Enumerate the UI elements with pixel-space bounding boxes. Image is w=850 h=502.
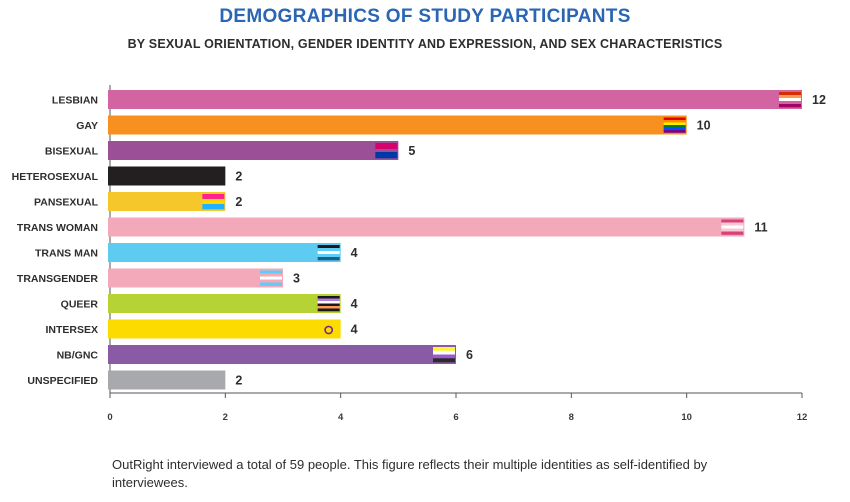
value-label: 2 bbox=[235, 170, 242, 184]
category-label: HETEROSEXUAL bbox=[12, 171, 99, 183]
flag-stripe bbox=[663, 120, 686, 123]
flag-stripe bbox=[721, 219, 744, 223]
category-label: TRANSGENDER bbox=[17, 273, 99, 285]
flag-stripe bbox=[260, 279, 282, 283]
category-label: TRANS WOMAN bbox=[17, 222, 98, 234]
category-label: GAY bbox=[76, 120, 98, 132]
bar bbox=[108, 141, 399, 160]
value-label: 11 bbox=[754, 221, 767, 235]
value-label: 4 bbox=[351, 297, 358, 311]
flag-stripe bbox=[317, 296, 340, 299]
flag-stripe bbox=[721, 228, 744, 232]
flag-stripe bbox=[663, 127, 686, 131]
flag-stripe bbox=[779, 95, 801, 99]
category-label: PANSEXUAL bbox=[34, 197, 99, 209]
x-tick-label: 10 bbox=[681, 412, 692, 423]
category-label: LESBIAN bbox=[52, 95, 98, 107]
flag-stripe bbox=[433, 358, 455, 363]
flag-stripe bbox=[779, 98, 801, 102]
value-label: 4 bbox=[351, 323, 358, 337]
flag-stripe bbox=[721, 231, 744, 235]
bar bbox=[108, 294, 341, 313]
category-label: BISEXUAL bbox=[45, 146, 99, 158]
flag-stripe bbox=[260, 270, 282, 274]
flag-stripe bbox=[779, 104, 801, 108]
x-tick-label: 6 bbox=[453, 412, 458, 423]
flag-stripe bbox=[317, 245, 340, 249]
footnote: OutRight interviewed a total of 59 peopl… bbox=[112, 457, 708, 490]
value-label: 2 bbox=[235, 374, 242, 388]
intersex-symbol bbox=[324, 325, 334, 335]
flag-stripe bbox=[375, 155, 398, 159]
flag-stripe bbox=[317, 306, 340, 309]
flag-stripe bbox=[433, 350, 455, 355]
category-label: NB/GNC bbox=[57, 350, 99, 362]
flag-stripe bbox=[433, 354, 455, 359]
flag-stripe bbox=[663, 122, 686, 126]
flag-stripe bbox=[317, 301, 340, 304]
bar bbox=[108, 268, 283, 288]
flag-stripe bbox=[721, 222, 744, 226]
flag-stripe bbox=[317, 251, 340, 255]
chart-subtitle: BY SEXUAL ORIENTATION, GENDER IDENTITY A… bbox=[127, 37, 723, 51]
flag-stripe bbox=[375, 143, 398, 147]
flag-stripe bbox=[663, 117, 686, 121]
flag-stripe bbox=[260, 273, 282, 277]
bar bbox=[108, 166, 226, 186]
flag-stripe bbox=[779, 92, 801, 96]
flag-stripe bbox=[663, 125, 686, 128]
bar bbox=[108, 370, 226, 390]
bar bbox=[108, 319, 341, 339]
flag-stripe bbox=[779, 101, 801, 105]
value-label: 2 bbox=[235, 195, 242, 209]
flag-stripe bbox=[202, 199, 225, 205]
x-tick-label: 0 bbox=[107, 412, 112, 423]
bar bbox=[108, 345, 456, 364]
flag-stripe bbox=[260, 276, 282, 280]
value-label: 6 bbox=[466, 348, 473, 362]
x-tick-label: 12 bbox=[797, 412, 808, 423]
flag-stripe bbox=[375, 149, 398, 153]
bar bbox=[108, 115, 687, 135]
flag-stripe bbox=[317, 254, 340, 258]
bar bbox=[108, 243, 341, 262]
flag-stripe bbox=[663, 130, 686, 133]
value-label: 10 bbox=[697, 119, 711, 133]
x-tick-label: 8 bbox=[569, 412, 574, 423]
flag-stripe bbox=[721, 225, 744, 229]
chart-title: DEMOGRAPHICS OF STUDY PARTICIPANTS bbox=[219, 6, 631, 27]
category-label: QUEER bbox=[61, 299, 99, 311]
category-label: UNSPECIFIED bbox=[27, 375, 98, 387]
bar bbox=[108, 217, 745, 237]
flag-stripe bbox=[317, 248, 340, 252]
flag-stripe bbox=[375, 146, 398, 150]
category-label: TRANS MAN bbox=[35, 248, 98, 260]
bar bbox=[108, 192, 226, 211]
value-label: 3 bbox=[293, 272, 300, 286]
bar bbox=[108, 90, 802, 109]
flag-stripe bbox=[202, 194, 225, 200]
value-label: 12 bbox=[812, 93, 826, 107]
value-label: 4 bbox=[351, 246, 358, 260]
flag-stripe bbox=[317, 298, 340, 302]
x-tick-label: 2 bbox=[223, 412, 228, 423]
flag-stripe bbox=[317, 308, 340, 312]
category-label: INTERSEX bbox=[45, 324, 98, 336]
x-tick-label: 4 bbox=[338, 412, 344, 423]
flag-stripe bbox=[260, 282, 282, 286]
flag-stripe bbox=[317, 257, 340, 261]
flag-stripe bbox=[202, 204, 225, 210]
flag-stripe bbox=[375, 152, 398, 156]
value-label: 5 bbox=[408, 144, 415, 158]
flag-stripe bbox=[433, 347, 455, 352]
flag-stripe bbox=[317, 303, 340, 307]
